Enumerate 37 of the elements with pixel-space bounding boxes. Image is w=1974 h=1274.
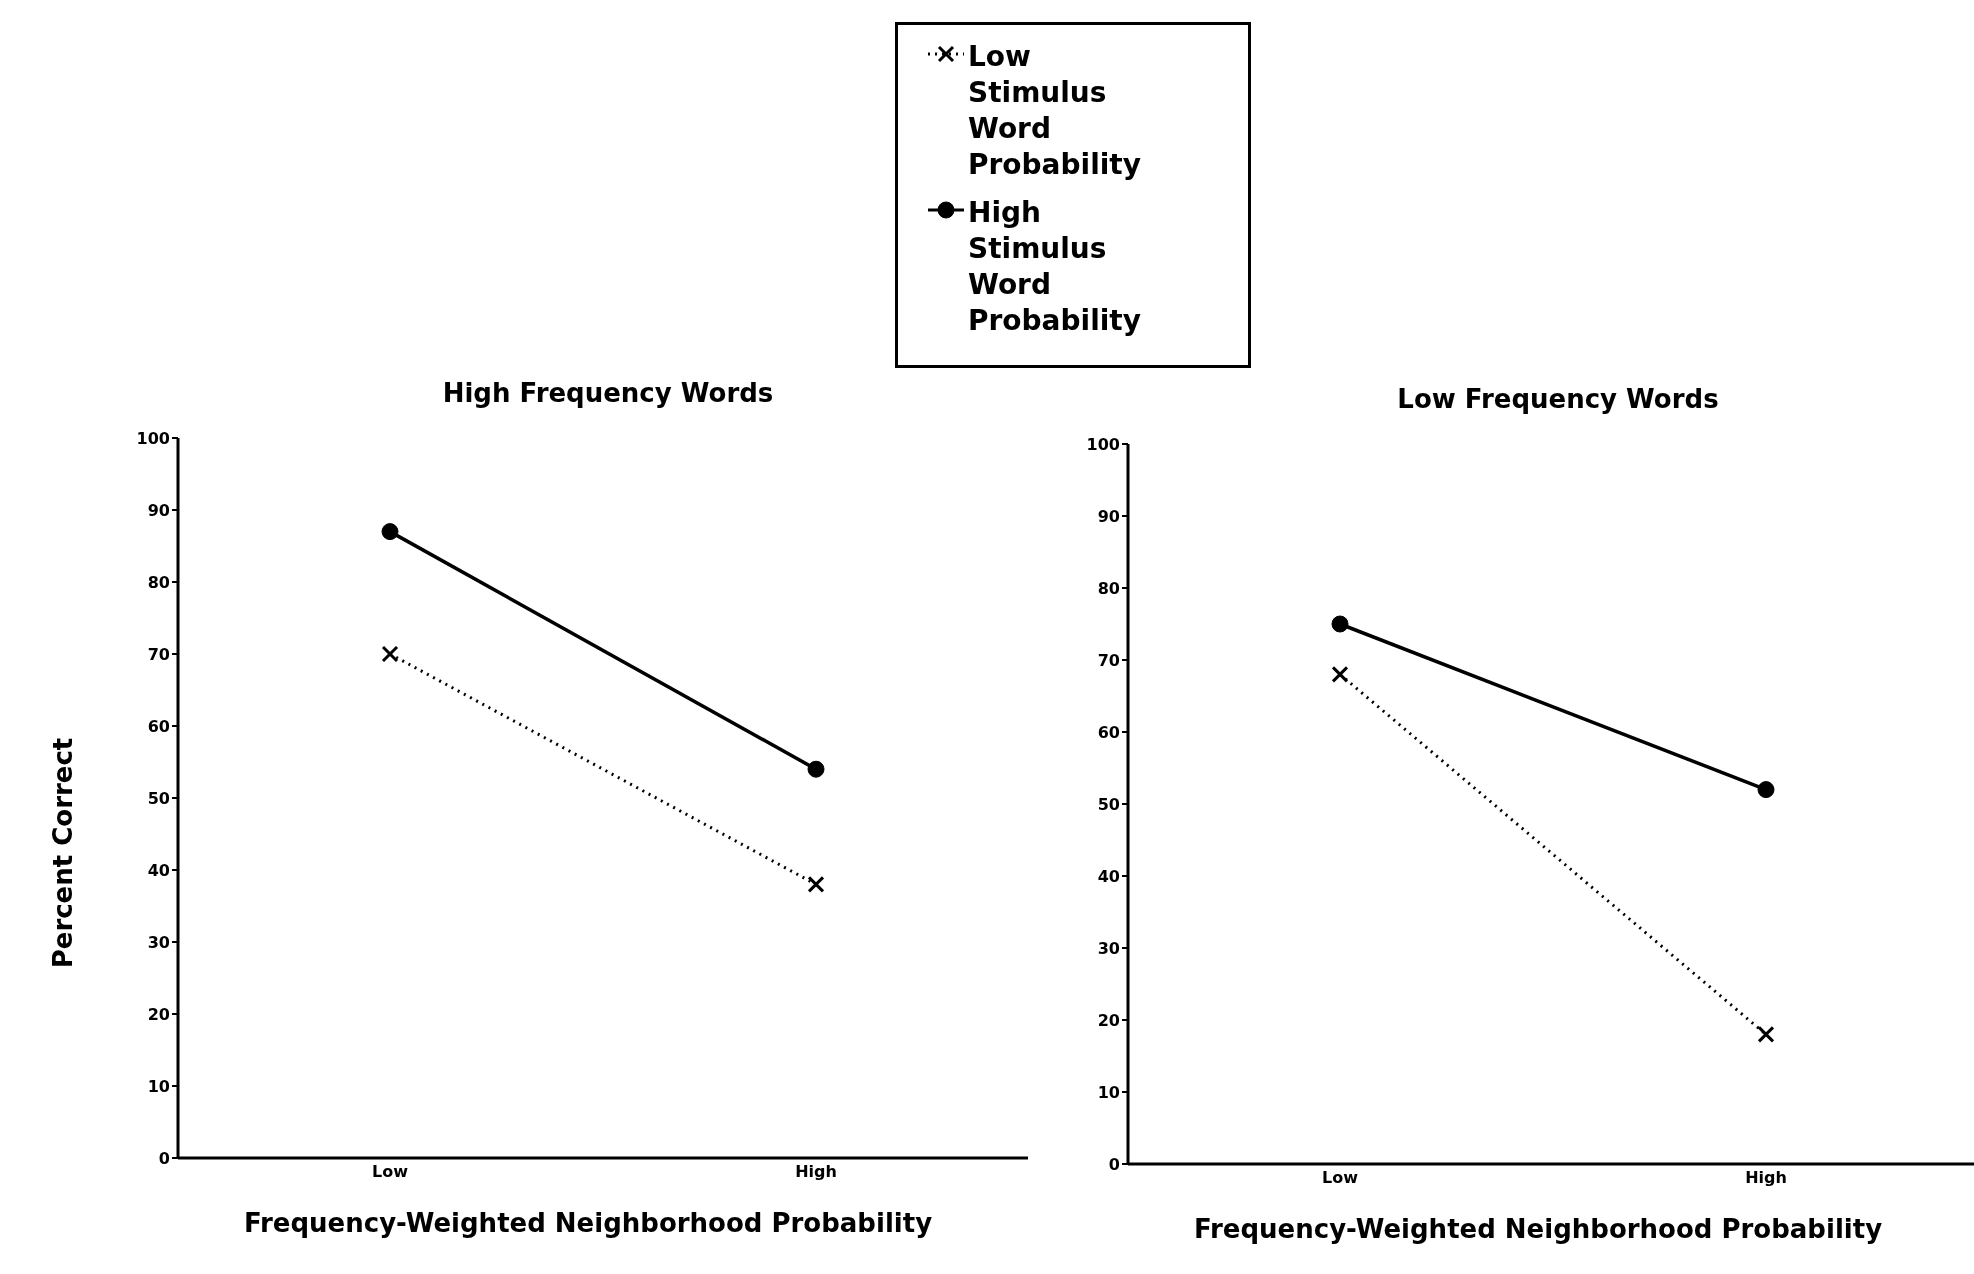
y-tick-label: 90 — [147, 500, 170, 520]
y-tick-label: 10 — [147, 1076, 170, 1096]
y-tick-label: 40 — [1097, 866, 1120, 886]
y-tick-label: 30 — [147, 932, 170, 952]
point — [381, 523, 399, 541]
x-tick-label: High — [1745, 1168, 1787, 1188]
x-axis-title: Frequency-Weighted Neighborhood Probability — [242, 1208, 934, 1238]
y-tick-label: 90 — [1097, 506, 1120, 526]
x-tick-label: High — [795, 1162, 837, 1182]
y-tick-label: 100 — [1086, 434, 1120, 454]
x-tick-label: Low — [1322, 1168, 1359, 1188]
y-tick-label: 50 — [1097, 794, 1120, 814]
y-tick-label: 80 — [147, 572, 170, 592]
x-tick-label: Low — [372, 1162, 409, 1182]
y-tick-label: 100 — [136, 428, 170, 448]
legend-label: Low Stimulus Word Probability — [968, 39, 1142, 183]
chart-title: Low Frequency Words — [1396, 384, 1720, 414]
point — [807, 760, 825, 778]
legend-label: High Stimulus Word Probability — [968, 195, 1142, 339]
x-axis-title: Frequency-Weighted Neighborhood Probability — [1192, 1214, 1884, 1244]
y-tick-label: 80 — [1097, 578, 1120, 598]
y-tick-label: 50 — [147, 788, 170, 808]
y-tick-label: 40 — [147, 860, 170, 880]
y-tick-label: 10 — [1097, 1082, 1120, 1102]
point — [1331, 615, 1349, 633]
y-tick-label: 20 — [147, 1004, 170, 1024]
point — [1757, 781, 1775, 799]
y-tick-label: 70 — [147, 644, 170, 664]
y-axis-title: Percent Correct — [48, 736, 78, 971]
y-tick-label: 60 — [1097, 722, 1120, 742]
y-tick-label: 0 — [158, 1148, 170, 1168]
y-tick-label: 70 — [1097, 650, 1120, 670]
y-tick-label: 0 — [1108, 1154, 1120, 1174]
y-tick-label: 30 — [1097, 938, 1120, 958]
y-tick-label: 20 — [1097, 1010, 1120, 1030]
chart-title: High Frequency Words — [441, 378, 775, 408]
y-tick-label: 60 — [147, 716, 170, 736]
